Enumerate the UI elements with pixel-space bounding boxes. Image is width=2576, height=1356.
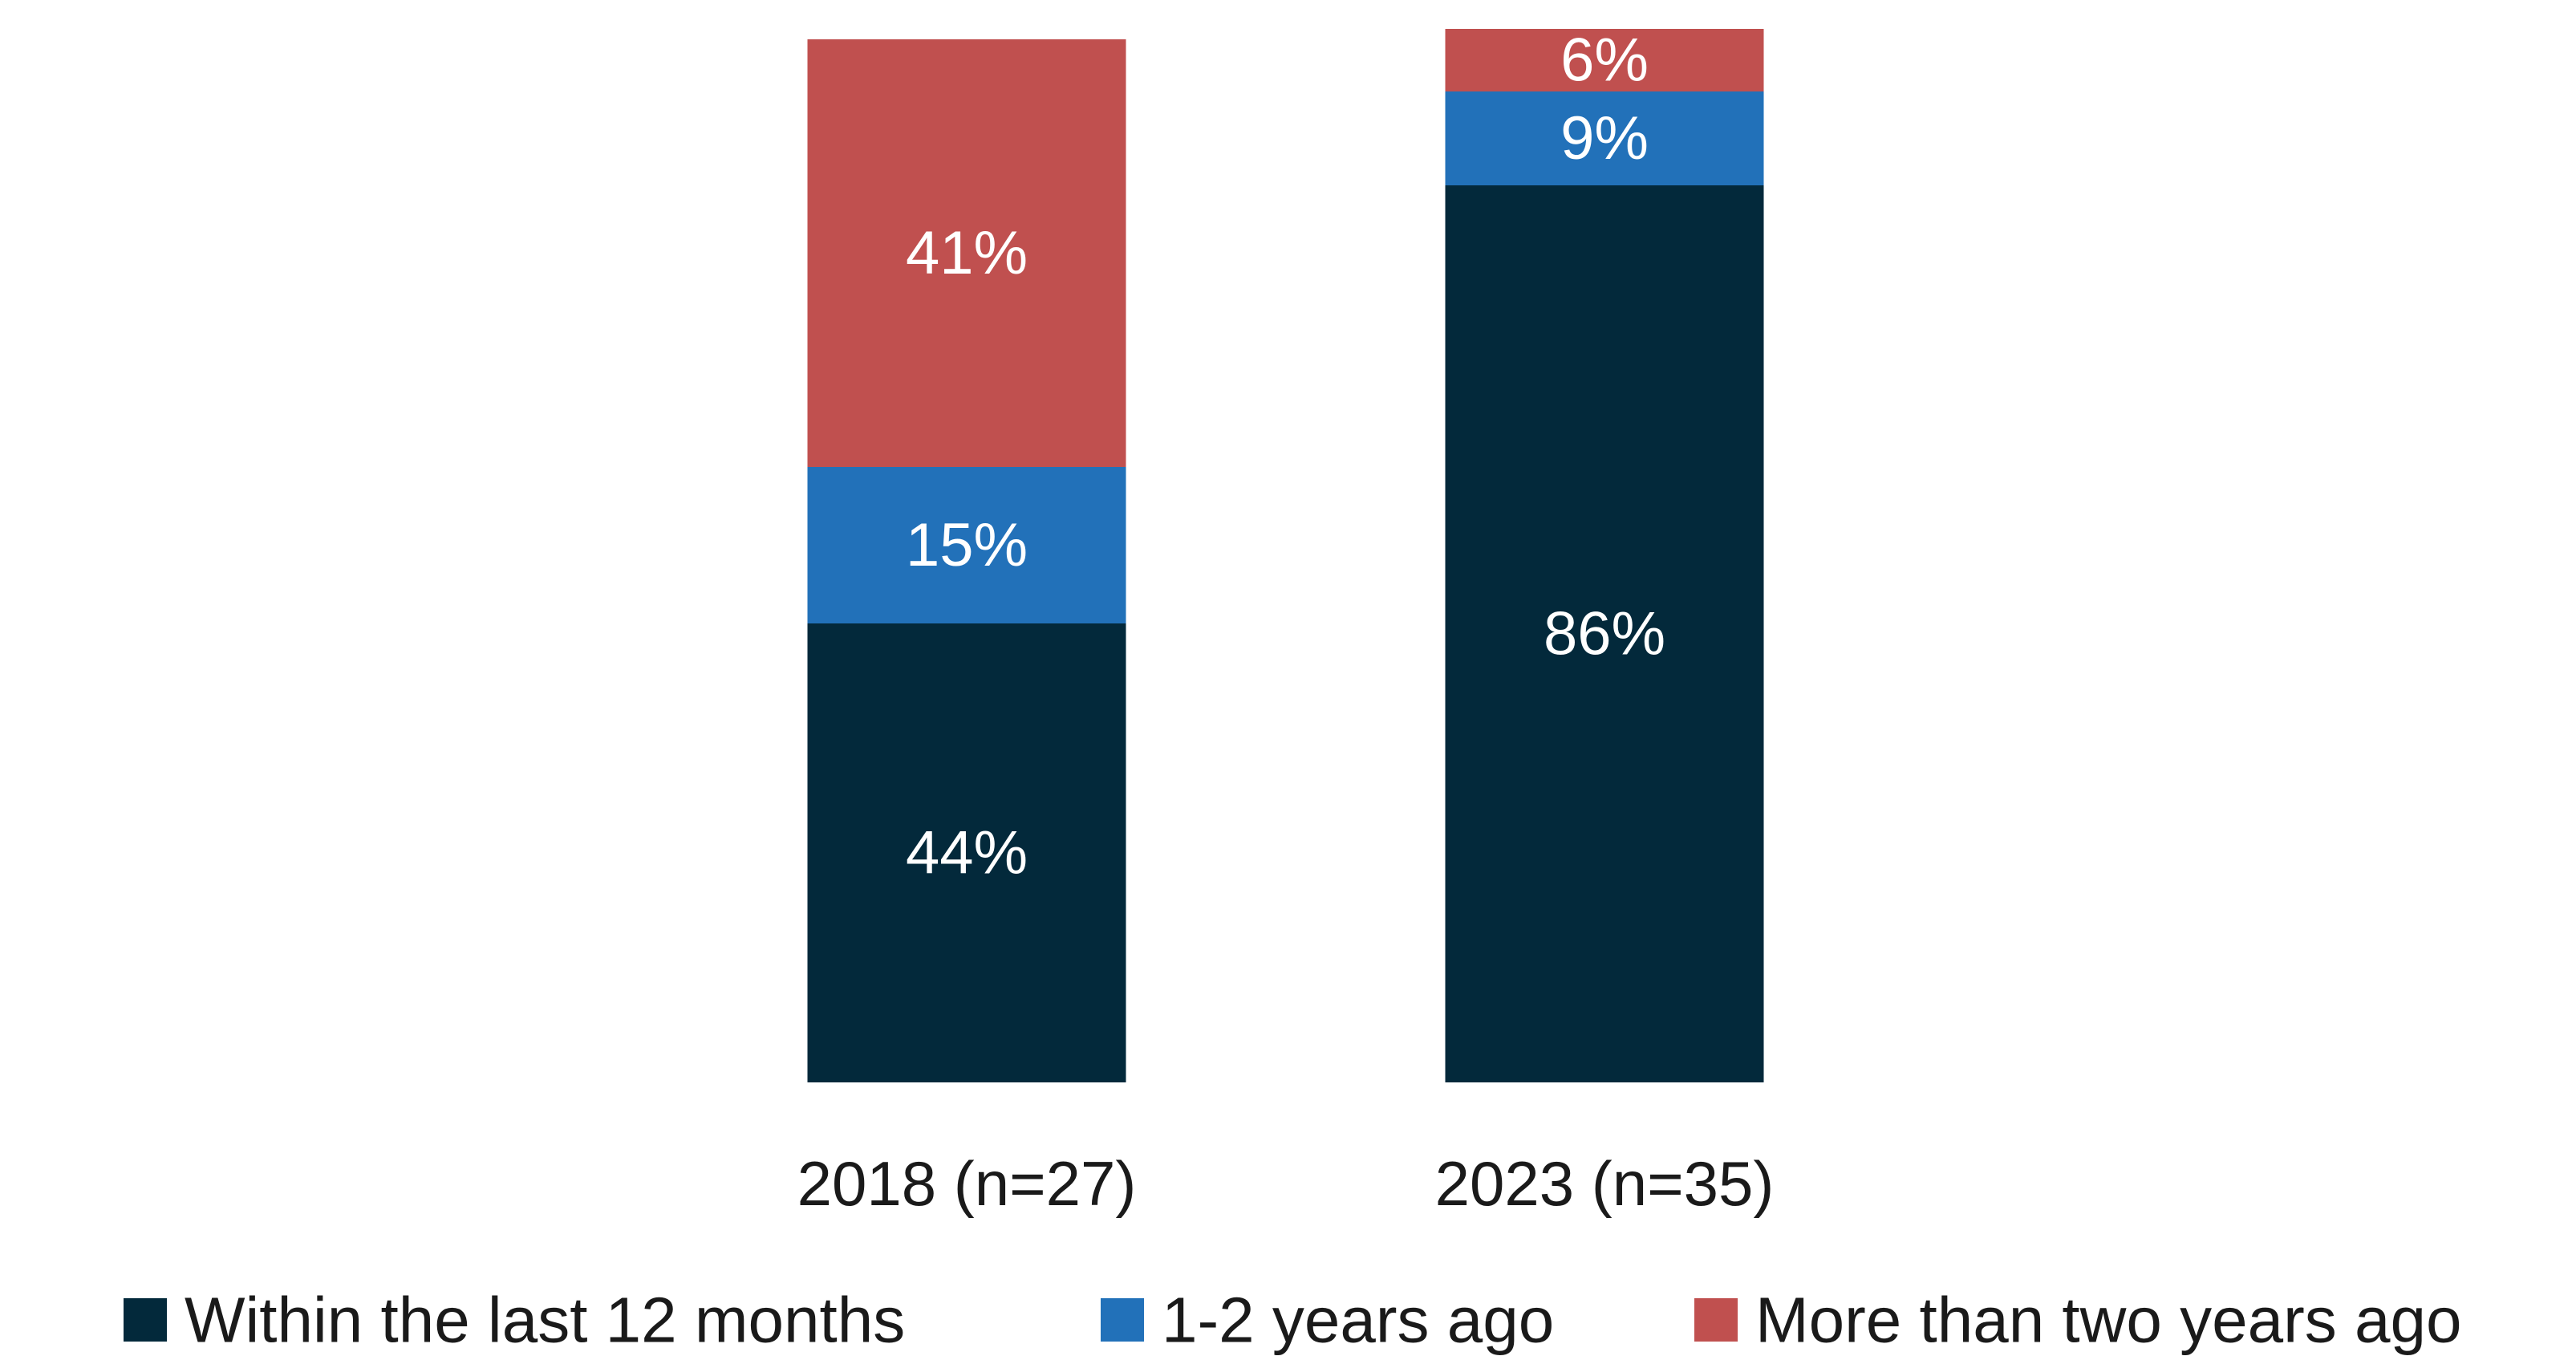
bars-group — [807, 29, 1764, 1082]
legend-label-1-2-years-ago: 1-2 years ago — [1162, 1285, 1554, 1356]
legend: Within the last 12 months 1-2 years ago Mo… — [124, 1285, 2461, 1356]
bar-segment-2023-more-than-two-years-ago — [1445, 29, 1764, 91]
data-label-2018-within-12-months: 44% — [906, 819, 1028, 887]
bar-segment-2023-within-12-months — [1445, 185, 1764, 1082]
bar-segment-2018-more-than-two-years-ago — [807, 39, 1126, 467]
bar-segment-2018-1-2-years-ago — [807, 467, 1126, 623]
data-label-2023-more-than-two-years-ago: 6% — [1560, 26, 1649, 95]
bar-segment-2023-1-2-years-ago — [1445, 91, 1764, 185]
segment-labels-group: 44% 15% 41% 86% 9% 6% — [906, 26, 1665, 887]
data-label-2023-1-2-years-ago: 9% — [1560, 104, 1649, 173]
data-label-2018-1-2-years-ago: 15% — [906, 511, 1028, 579]
legend-label-more-than-two-years-ago: More than two years ago — [1755, 1285, 2461, 1356]
category-label-2023: 2023 (n=35) — [1435, 1148, 1775, 1219]
data-label-2023-within-12-months: 86% — [1544, 600, 1665, 668]
data-label-2018-more-than-two-years-ago: 41% — [906, 219, 1028, 287]
bar-segment-2018-within-12-months — [807, 623, 1126, 1082]
legend-label-within-12-months: Within the last 12 months — [185, 1285, 905, 1356]
legend-swatch-within-12-months — [124, 1298, 167, 1342]
category-label-2018: 2018 (n=27) — [797, 1148, 1137, 1219]
legend-item-more-than-two-years-ago: More than two years ago — [1694, 1285, 2461, 1356]
legend-swatch-1-2-years-ago — [1101, 1298, 1144, 1342]
legend-item-1-2-years-ago: 1-2 years ago — [1101, 1285, 1554, 1356]
legend-item-within-12-months: Within the last 12 months — [124, 1285, 905, 1356]
category-labels-group: 2018 (n=27) 2023 (n=35) — [797, 1148, 1775, 1219]
legend-swatch-more-than-two-years-ago — [1694, 1298, 1738, 1342]
